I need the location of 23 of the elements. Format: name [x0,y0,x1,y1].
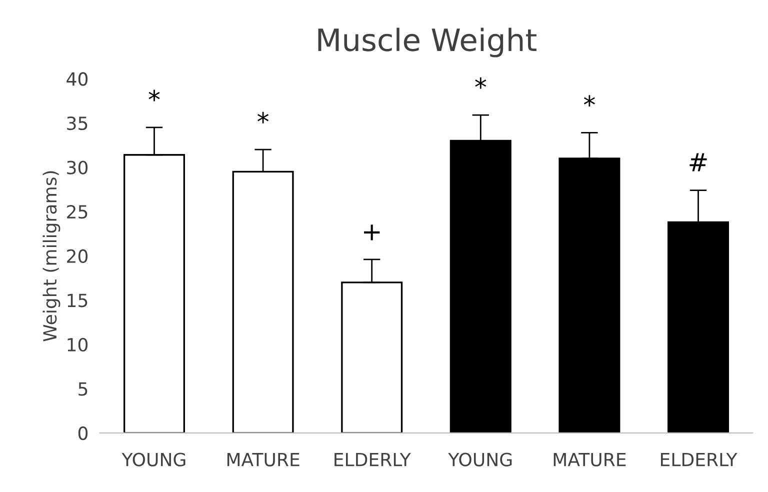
y-tick-label: 0 [78,426,88,440]
y-tick-label: 30 [67,160,88,174]
y-tick-label: 20 [67,249,88,263]
y-tick-label: 40 [66,72,88,86]
y-tick-label: 25 [67,205,88,219]
x-tick-label: ELDERLY [334,452,411,466]
y-tick-label: 35 [67,116,88,130]
x-tick-label: YOUNG [448,452,512,466]
annotation: * [148,90,160,102]
x-tick-label: MATURE [554,452,626,466]
y-axis-title: Weight (miligrams) [42,171,60,342]
annotation: * [475,77,486,89]
chart-title: Muscle Weight [318,28,536,58]
y-tick-label: 15 [68,294,88,308]
y-tick-label: 10 [68,338,88,352]
x-tick-label: YOUNG [122,452,186,466]
annotation: * [584,95,595,106]
annotation: * [258,112,269,124]
annotation: # [690,153,707,172]
annotation: + [364,224,380,240]
y-tick-label: 5 [78,382,88,396]
x-tick-label: MATURE [227,452,300,466]
x-tick-label: ELDERLY [661,452,738,466]
